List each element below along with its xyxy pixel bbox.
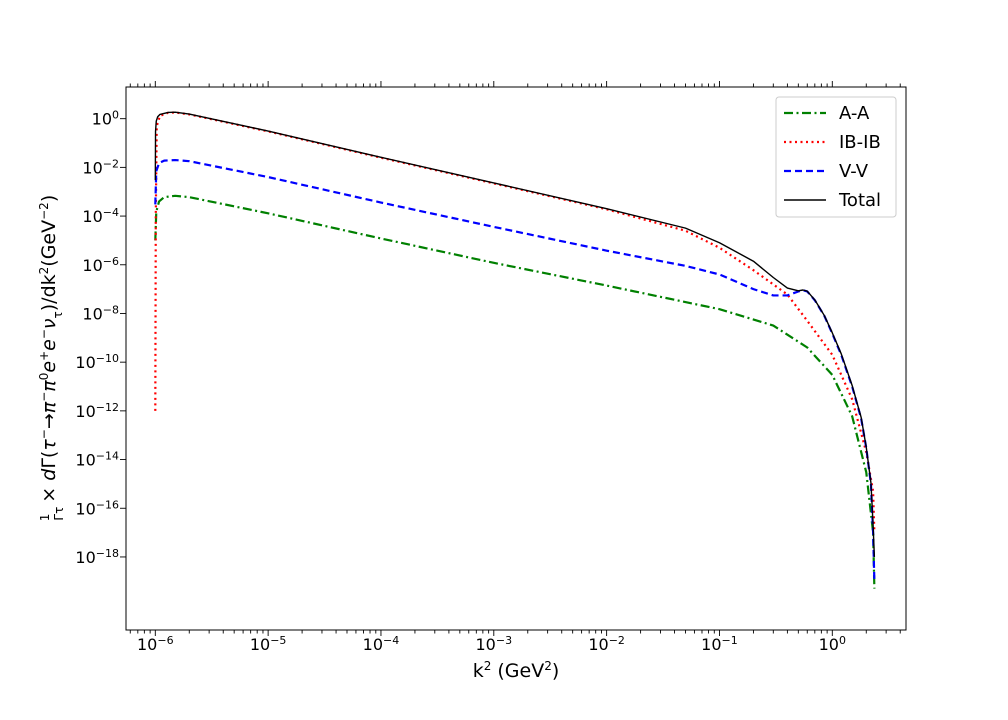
svg-text:1Γτ× dΓ(τ−→π−π0e+e−ντ)/dk2(GeV: 1Γτ× dΓ(τ−→π−π0e+e−ντ)/dk2(GeV−2)	[37, 195, 66, 522]
legend-label-a-a: A-A	[839, 103, 870, 124]
x-tick-label: 10−6	[137, 634, 174, 655]
y-tick-label: 10−8	[82, 303, 119, 324]
legend-label-v-v: V-V	[839, 161, 869, 182]
y-tick-label: 10−4	[82, 206, 119, 227]
x-axis: 10−6 10−5 10−4 10−3 10−2 10−1 100	[129, 81, 901, 655]
legend: A-A IB-IB V-V Total	[775, 96, 897, 218]
y-tick-label: 10−10	[75, 352, 119, 373]
y-tick-label: 10−18	[75, 546, 119, 567]
x-tick-label: 10−3	[476, 634, 513, 655]
x-tick-label: 10−5	[250, 634, 287, 655]
plot-frame	[125, 86, 907, 631]
x-axis-label: k2 (GeV2)	[473, 659, 560, 682]
legend-label-total: Total	[838, 190, 881, 211]
series-line-total	[154, 111, 876, 557]
series-layer	[154, 111, 876, 589]
x-tick-label: 100	[819, 634, 846, 655]
x-tick-label: 10−4	[363, 634, 400, 655]
y-tick-label: 10−12	[75, 400, 119, 421]
y-tick-label: 10−14	[75, 449, 119, 470]
y-tick-label: 10−16	[75, 498, 119, 519]
y-tick-label: 10−6	[82, 254, 119, 275]
x-tick-label: 10−2	[588, 634, 625, 655]
y-axis-label: 1Γτ× dΓ(τ−→π−π0e+e−ντ)/dk2(GeV−2)	[37, 195, 66, 522]
x-tick-label: 10−1	[701, 634, 738, 655]
y-axis: 100 10−2 10−4 10−6 10−8 10−10 10−12 10−14 10−16 1…	[75, 108, 126, 567]
y-tick-label: 100	[92, 108, 119, 128]
y-tick-label: 10−2	[82, 157, 119, 178]
legend-label-ib-ib: IB-IB	[839, 132, 881, 153]
series-line-a-a	[154, 194, 876, 589]
legend-box	[775, 96, 897, 218]
